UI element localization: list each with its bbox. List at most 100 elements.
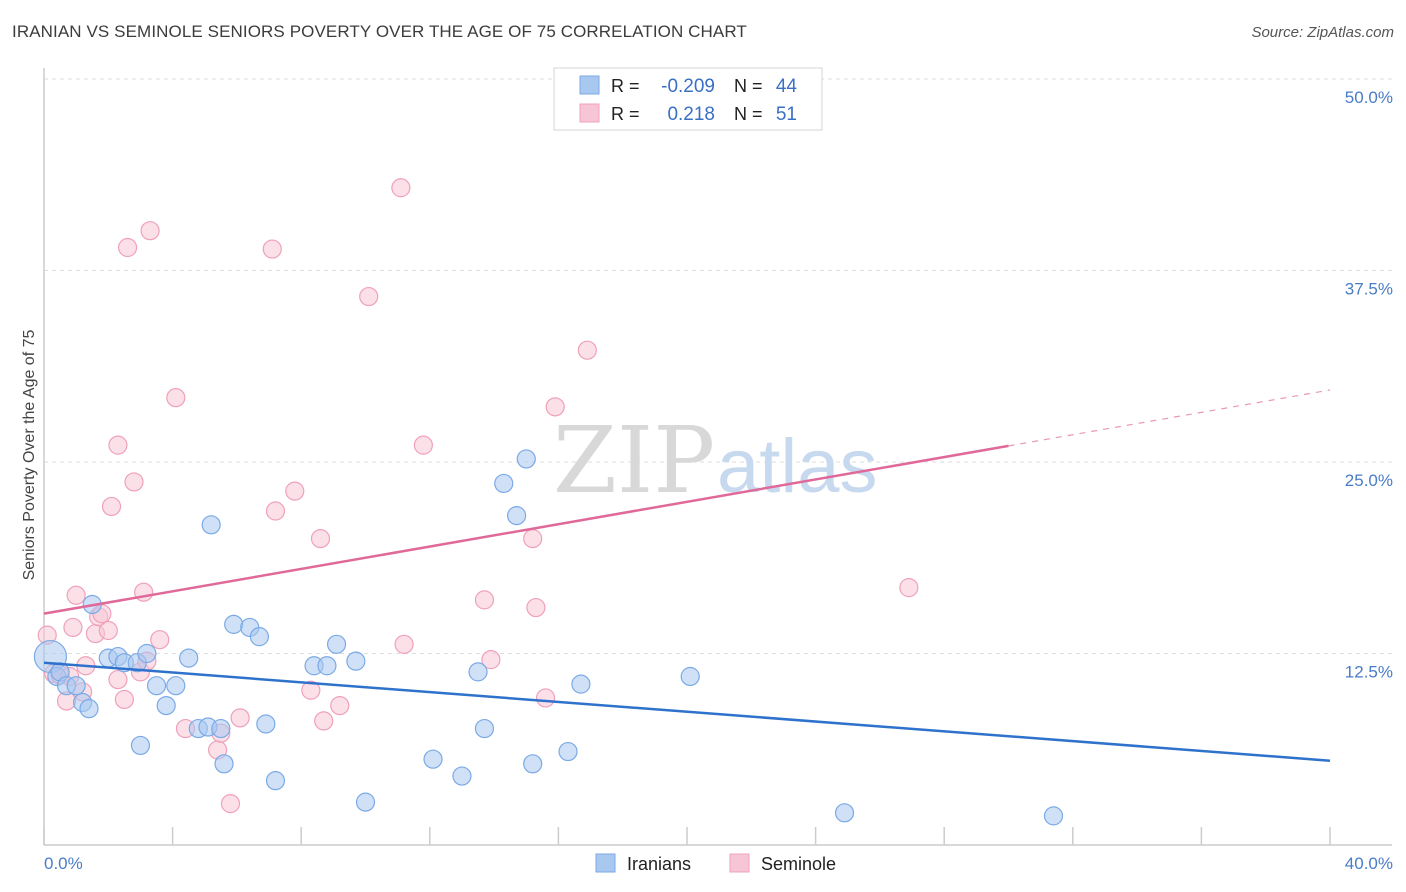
seminole-point	[899, 578, 919, 598]
iranian-point	[265, 771, 286, 791]
iranian-point	[201, 515, 221, 535]
x-tick-label-min: 0.0%	[44, 854, 83, 873]
iranian-point	[452, 766, 472, 786]
legend-r-label-seminole: R =	[611, 104, 640, 124]
watermark: ZIP atlas	[553, 407, 878, 514]
seminole-point	[394, 634, 414, 654]
iranian-point	[317, 656, 337, 676]
iranian-point	[571, 674, 591, 694]
iranian-point	[224, 614, 244, 634]
seminole-point	[166, 388, 186, 408]
seminole-point	[108, 669, 128, 690]
y-tick-label-0: 12.5%	[1345, 663, 1393, 682]
seminole-point	[140, 221, 160, 241]
chart-title: IRANIAN VS SEMINOLE SENIORS POVERTY OVER…	[12, 22, 747, 41]
seminole-point	[265, 501, 286, 521]
iranian-trend-line	[43, 661, 1331, 762]
iranian-point	[494, 473, 514, 494]
seminole-point	[526, 597, 546, 618]
iranian-point	[1043, 806, 1064, 826]
y-tick-labels: 12.5% 25.0% 37.5% 50.0%	[1345, 88, 1393, 682]
correlation-legend: R = -0.209 N = 44 R = 0.218 N = 51	[553, 67, 823, 131]
seminole-trend-line-extension	[1008, 389, 1331, 447]
axes	[43, 68, 1392, 846]
y-tick-label-3: 50.0%	[1345, 88, 1393, 107]
iranian-point	[256, 714, 276, 734]
iranians-points	[33, 449, 1064, 826]
iranian-point	[130, 735, 151, 756]
grid-lines	[44, 78, 1392, 654]
iranian-point	[558, 741, 578, 762]
legend-n-label-seminole: N =	[734, 104, 763, 124]
legend-swatch-iranians	[579, 75, 600, 95]
iranian-point	[523, 754, 543, 774]
iranian-point	[516, 449, 536, 469]
series-legend: Iranians Seminole	[595, 853, 836, 874]
iranian-point	[156, 695, 176, 716]
series-legend-label-iranians: Iranians	[627, 854, 691, 874]
iranian-point	[66, 676, 86, 696]
seminole-point	[101, 496, 122, 517]
iranian-point	[146, 676, 167, 696]
legend-n-value-iranians: 44	[776, 76, 798, 97]
y-axis-label: Seniors Poverty Over the Age of 75	[21, 330, 38, 581]
seminole-point	[301, 680, 321, 700]
iranian-point	[680, 666, 700, 687]
iranian-point	[834, 803, 855, 823]
iranian-point	[179, 648, 199, 668]
iranian-point	[166, 676, 186, 696]
x-tick-label-max: 40.0%	[1345, 854, 1393, 873]
seminole-point	[481, 650, 501, 670]
source-credit: Source: ZipAtlas.com	[1251, 24, 1394, 41]
trend-lines	[43, 389, 1331, 762]
seminole-point	[230, 708, 250, 728]
y-tick-label-2: 37.5%	[1345, 280, 1393, 299]
iranian-point	[474, 718, 495, 739]
watermark-zip: ZIP	[553, 407, 715, 514]
iranian-point	[214, 754, 234, 774]
iranian-point	[346, 651, 366, 671]
iranian-point	[355, 792, 376, 812]
iranian-point	[507, 506, 527, 526]
seminole-point	[114, 689, 134, 710]
seminole-point	[66, 585, 86, 605]
seminole-point	[220, 794, 241, 814]
seminole-point	[108, 435, 128, 455]
iranian-point	[137, 643, 157, 664]
seminole-point	[285, 481, 305, 501]
seminole-trend-line	[43, 444, 1009, 615]
seminole-point	[474, 590, 495, 610]
legend-n-value-seminole: 51	[776, 104, 797, 125]
seminole-point	[577, 340, 597, 360]
series-legend-label-seminole: Seminole	[761, 854, 836, 874]
series-legend-swatch-iranians	[595, 853, 616, 873]
legend-r-label-iranians: R =	[611, 76, 640, 96]
seminole-point	[523, 528, 543, 549]
seminole-point	[391, 178, 411, 198]
seminole-point	[63, 617, 83, 638]
iranian-point	[326, 634, 347, 654]
seminole-point	[314, 711, 334, 731]
seminole-point	[535, 688, 556, 708]
iranian-point	[211, 718, 231, 739]
iranian-point	[423, 749, 443, 769]
seminole-point	[150, 630, 170, 650]
seminole-point	[262, 239, 282, 259]
watermark-atlas: atlas	[717, 424, 878, 509]
seminole-point	[98, 620, 118, 641]
series-legend-swatch-seminole	[729, 853, 750, 873]
y-tick-label-1: 25.0%	[1345, 471, 1393, 490]
seminole-point	[310, 528, 331, 549]
seminole-point	[124, 472, 144, 492]
iranian-point	[249, 627, 270, 647]
legend-r-value-iranians: -0.209	[661, 76, 715, 97]
seminole-point	[413, 435, 433, 455]
legend-swatch-seminole	[579, 103, 600, 123]
legend-n-label-iranians: N =	[734, 76, 763, 96]
seminole-point	[359, 286, 379, 307]
iranian-point	[79, 699, 99, 719]
seminole-point	[117, 237, 138, 258]
x-tick-labels: 0.0% 40.0%	[44, 854, 1393, 873]
iranian-point	[468, 662, 488, 682]
